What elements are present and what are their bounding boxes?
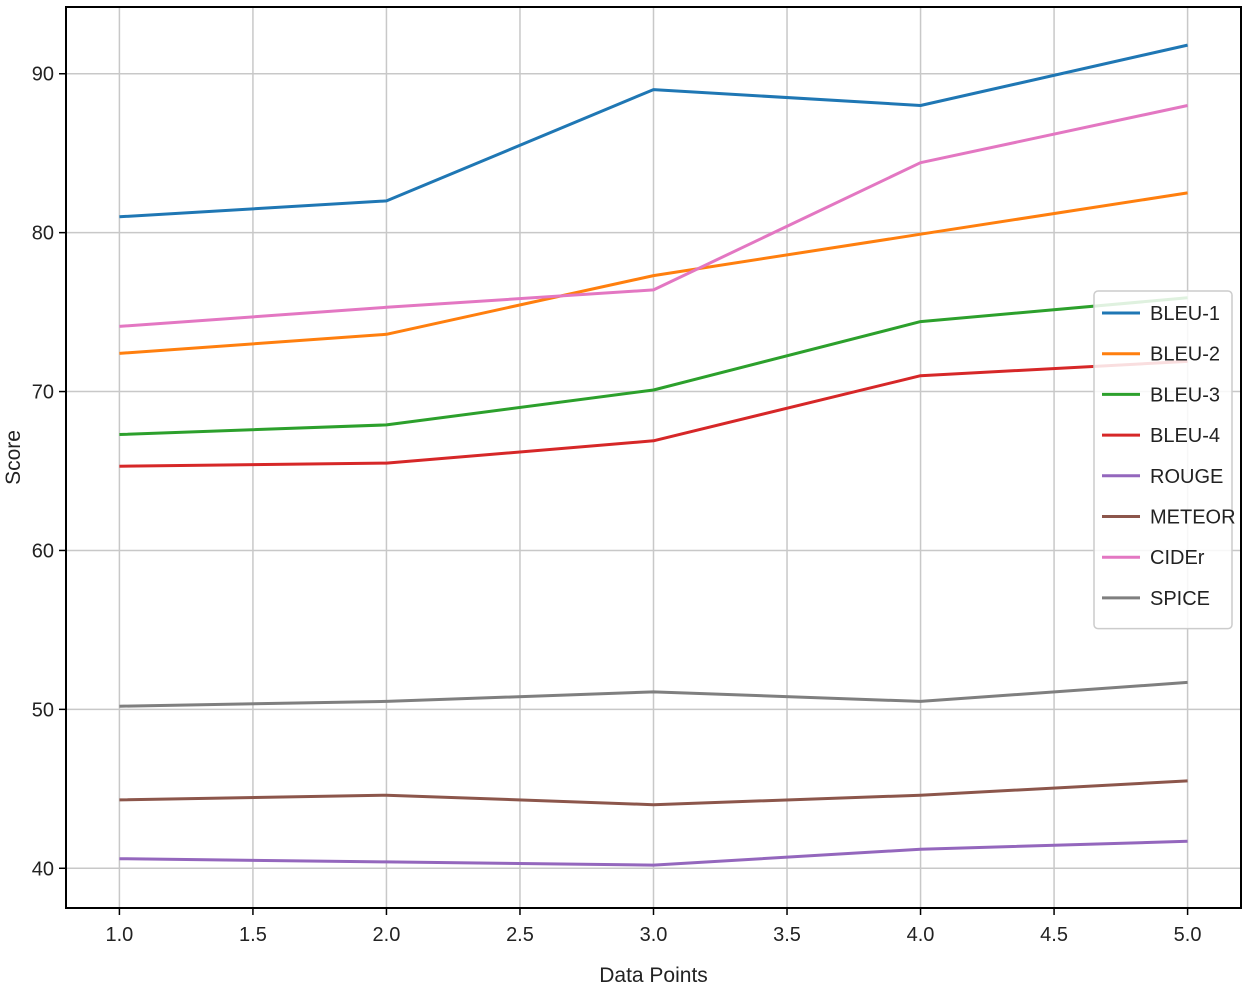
x-tick-label: 3.5 [773,924,801,946]
x-tick-label: 5.0 [1174,924,1202,946]
y-tick-label: 80 [32,223,54,245]
legend-label-rouge: ROUGE [1150,466,1223,488]
x-tick-label: 1.0 [106,924,134,946]
x-axis-label: Data Points [599,964,708,987]
legend-label-bleu-3: BLEU-3 [1150,384,1220,406]
x-tick-label: 2.0 [373,924,401,946]
y-tick-label: 50 [32,699,54,721]
y-tick-label: 40 [32,858,54,880]
legend-label-meteor: METEOR [1150,507,1236,529]
legend-box [1093,290,1233,630]
grid-lines [66,7,1241,908]
x-tick-label: 4.0 [907,924,935,946]
y-axis-label: Score [2,430,25,485]
series-line-bleu-2 [119,191,1188,355]
x-axis-ticks: 1.0 1.5 2.0 2.5 3.0 3.5 4.0 4.5 5.0 [106,908,1202,946]
series-lines [119,43,1188,867]
series-line-spice [119,680,1188,708]
legend-label-bleu-1: BLEU-1 [1150,303,1220,325]
y-tick-label: 60 [32,540,54,562]
x-tick-label: 3.0 [640,924,668,946]
legend-label-spice: SPICE [1150,588,1210,610]
series-line-bleu-1 [119,43,1188,219]
series-line-rouge [119,839,1188,867]
x-tick-label: 2.5 [506,924,534,946]
x-tick-label: 4.5 [1040,924,1068,946]
y-tick-label: 90 [32,64,54,86]
series-line-cider [119,104,1188,328]
series-line-bleu-3 [119,296,1188,436]
legend-label-cider: CIDEr [1150,547,1205,569]
x-tick-label: 1.5 [239,924,267,946]
legend-label-bleu-4: BLEU-4 [1150,425,1220,447]
y-axis-ticks: 40 50 60 70 80 90 [32,64,66,880]
series-line-bleu-4 [119,359,1188,468]
legend: BLEU-1 BLEU-2 BLEU-3 BLEU-4 ROUGE METEOR CIDEr… [1093,290,1236,630]
y-tick-label: 70 [32,382,54,404]
legend-label-bleu-2: BLEU-2 [1150,344,1220,366]
series-line-meteor [119,779,1188,807]
